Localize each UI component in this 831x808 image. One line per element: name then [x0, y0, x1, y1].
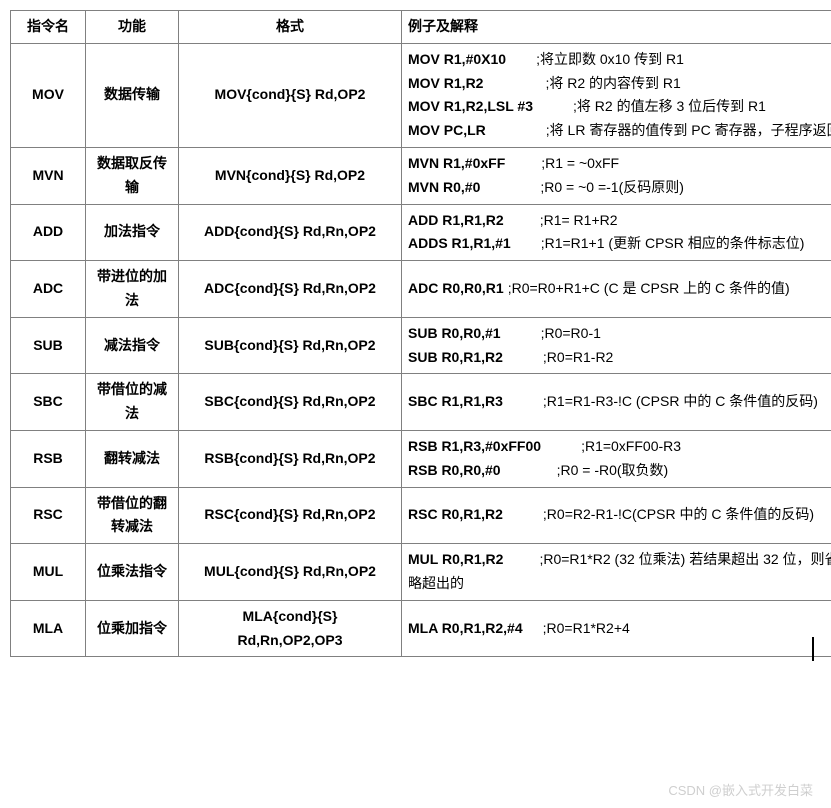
- code-cmd: ADC R0,R0,R1: [408, 277, 504, 301]
- cell-ex: RSC R0,R1,R2 ;R0=R2-R1-!C(CPSR 中的 C 条件值的反…: [402, 487, 831, 544]
- cell-name: RSB: [11, 430, 86, 487]
- cell-func: 位乘加指令: [86, 600, 179, 657]
- code-note: ;R1 = ~0xFF: [541, 155, 619, 171]
- code-cmd: ADDS R1,R1,#1: [408, 232, 511, 256]
- header-row: 指令名 功能 格式 例子及解释: [11, 11, 831, 44]
- cell-func: 带进位的加法: [86, 261, 179, 318]
- header-ex: 例子及解释: [402, 11, 831, 44]
- code-cmd: ADD R1,R1,R2: [408, 209, 504, 233]
- code-note: ;将 LR 寄存器的值传到 PC 寄存器，子程序返回: [546, 122, 831, 138]
- code-note: ;R0 = -R0(取负数): [557, 462, 669, 478]
- cell-func: 数据取反传输: [86, 147, 179, 204]
- cell-name: MOV: [11, 43, 86, 147]
- cell-fmt: MVN{cond}{S} Rd,OP2: [179, 147, 402, 204]
- code-cmd: MOV R1,R2: [408, 72, 483, 96]
- cell-fmt: SBC{cond}{S} Rd,Rn,OP2: [179, 374, 402, 431]
- cell-fmt: SUB{cond}{S} Rd,Rn,OP2: [179, 317, 402, 374]
- table-row: MUL位乘法指令MUL{cond}{S} Rd,Rn,OP2MUL R0,R1,…: [11, 544, 831, 601]
- code-cmd: MOV PC,LR: [408, 119, 486, 143]
- table-row: MOV数据传输MOV{cond}{S} Rd,OP2MOV R1,#0X10 ;将…: [11, 43, 831, 147]
- cell-ex: SBC R1,R1,R3 ;R1=R1-R3-!C (CPSR 中的 C 条件值的…: [402, 374, 831, 431]
- cell-name: MLA: [11, 600, 86, 657]
- code-note: ;R0 = ~0 =-1(反码原则): [540, 179, 684, 195]
- code-cmd: MLA R0,R1,R2,#4: [408, 617, 523, 641]
- table-row: MVN数据取反传输MVN{cond}{S} Rd,OP2MVN R1,#0xFF…: [11, 147, 831, 204]
- cell-name: ADD: [11, 204, 86, 261]
- cell-ex: MLA R0,R1,R2,#4 ;R0=R1*R2+4: [402, 600, 831, 657]
- cell-ex: MUL R0,R1,R2;R0=R1*R2 (32 位乘法) 若结果超出 32 …: [402, 544, 831, 601]
- cell-ex: MVN R1,#0xFF ;R1 = ~0xFF MVN R0,#0 ;R0 = ~0…: [402, 147, 831, 204]
- code-cmd: RSB R0,R0,#0: [408, 459, 501, 483]
- code-note: ;R1= R1+R2: [540, 212, 618, 228]
- code-note: ;R1=0xFF00-R3: [581, 438, 681, 454]
- code-note: ;R0=R1-R2: [543, 349, 613, 365]
- cell-func: 数据传输: [86, 43, 179, 147]
- code-cmd: RSC R0,R1,R2: [408, 503, 503, 527]
- cell-ex: ADC R0,R0,R1;R0=R0+R1+C (C 是 CPSR 上的 C 条…: [402, 261, 831, 318]
- cell-fmt: RSC{cond}{S} Rd,Rn,OP2: [179, 487, 402, 544]
- code-note: ;R1=R1+1 (更新 CPSR 相应的条件标志位): [541, 235, 805, 251]
- cell-name: SBC: [11, 374, 86, 431]
- code-cmd: MOV R1,R2,LSL #3: [408, 95, 533, 119]
- table-row: ADC带进位的加法ADC{cond}{S} Rd,Rn,OP2ADC R0,R0…: [11, 261, 831, 318]
- code-note: ;R0=R1*R2+4: [543, 620, 630, 636]
- code-note: ;R0=R2-R1-!C(CPSR 中的 C 条件值的反码): [543, 506, 814, 522]
- text-cursor: [812, 637, 814, 661]
- cell-func: 减法指令: [86, 317, 179, 374]
- cell-ex: SUB R0,R0,#1 ;R0=R0-1 SUB R0,R1,R2 ;R0=R1-R…: [402, 317, 831, 374]
- code-cmd: SUB R0,R1,R2: [408, 346, 503, 370]
- cell-fmt: MOV{cond}{S} Rd,OP2: [179, 43, 402, 147]
- cell-func: 翻转减法: [86, 430, 179, 487]
- code-note: ;将立即数 0x10 传到 R1: [536, 51, 684, 67]
- cell-name: MVN: [11, 147, 86, 204]
- header-name: 指令名: [11, 11, 86, 44]
- code-cmd: MUL R0,R1,R2: [408, 548, 503, 572]
- cell-fmt: MLA{cond}{S}Rd,Rn,OP2,OP3: [179, 600, 402, 657]
- watermark: CSDN @嵌入式开发白菜: [668, 780, 813, 799]
- code-note: ;R0=R0-1: [541, 325, 601, 341]
- cell-name: RSC: [11, 487, 86, 544]
- cell-name: MUL: [11, 544, 86, 601]
- cell-ex: RSB R1,R3,#0xFF00 ;R1=0xFF00-R3 RSB R0,R0,…: [402, 430, 831, 487]
- header-fmt: 格式: [179, 11, 402, 44]
- table-row: RSC带借位的翻转减法RSC{cond}{S} Rd,Rn,OP2RSC R0,…: [11, 487, 831, 544]
- cell-name: SUB: [11, 317, 86, 374]
- cell-ex: MOV R1,#0X10 ;将立即数 0x10 传到 R1 MOV R1,R2 ;将 …: [402, 43, 831, 147]
- code-cmd: MVN R0,#0: [408, 176, 480, 200]
- code-note: ;将 R2 的内容传到 R1: [545, 75, 680, 91]
- cell-fmt: RSB{cond}{S} Rd,Rn,OP2: [179, 430, 402, 487]
- code-note: ;R1=R1-R3-!C (CPSR 中的 C 条件值的反码): [543, 393, 818, 409]
- table-row: ADD加法指令ADD{cond}{S} Rd,Rn,OP2ADD R1,R1,R…: [11, 204, 831, 261]
- cell-name: ADC: [11, 261, 86, 318]
- cell-func: 加法指令: [86, 204, 179, 261]
- code-cmd: SBC R1,R1,R3: [408, 390, 503, 414]
- instruction-table: 指令名 功能 格式 例子及解释 MOV数据传输MOV{cond}{S} Rd,O…: [10, 10, 831, 657]
- code-note: ;将 R2 的值左移 3 位后传到 R1: [573, 98, 766, 114]
- cell-fmt: ADD{cond}{S} Rd,Rn,OP2: [179, 204, 402, 261]
- table-row: SBC带借位的减法SBC{cond}{S} Rd,Rn,OP2SBC R1,R1…: [11, 374, 831, 431]
- header-func: 功能: [86, 11, 179, 44]
- code-cmd: RSB R1,R3,#0xFF00: [408, 435, 541, 459]
- code-cmd: MOV R1,#0X10: [408, 48, 506, 72]
- code-cmd: SUB R0,R0,#1: [408, 322, 501, 346]
- cell-func: 带借位的翻转减法: [86, 487, 179, 544]
- cell-func: 位乘法指令: [86, 544, 179, 601]
- cell-ex: ADD R1,R1,R2 ;R1= R1+R2 ADDS R1,R1,#1 ;R1=R…: [402, 204, 831, 261]
- cell-func: 带借位的减法: [86, 374, 179, 431]
- cell-fmt: ADC{cond}{S} Rd,Rn,OP2: [179, 261, 402, 318]
- table-row: RSB翻转减法RSB{cond}{S} Rd,Rn,OP2RSB R1,R3,#…: [11, 430, 831, 487]
- cell-fmt: MUL{cond}{S} Rd,Rn,OP2: [179, 544, 402, 601]
- table-row: MLA位乘加指令MLA{cond}{S}Rd,Rn,OP2,OP3MLA R0,…: [11, 600, 831, 657]
- code-note: ;R0=R0+R1+C (C 是 CPSR 上的 C 条件的值): [508, 280, 790, 296]
- code-cmd: MVN R1,#0xFF: [408, 152, 505, 176]
- table-row: SUB减法指令SUB{cond}{S} Rd,Rn,OP2SUB R0,R0,#…: [11, 317, 831, 374]
